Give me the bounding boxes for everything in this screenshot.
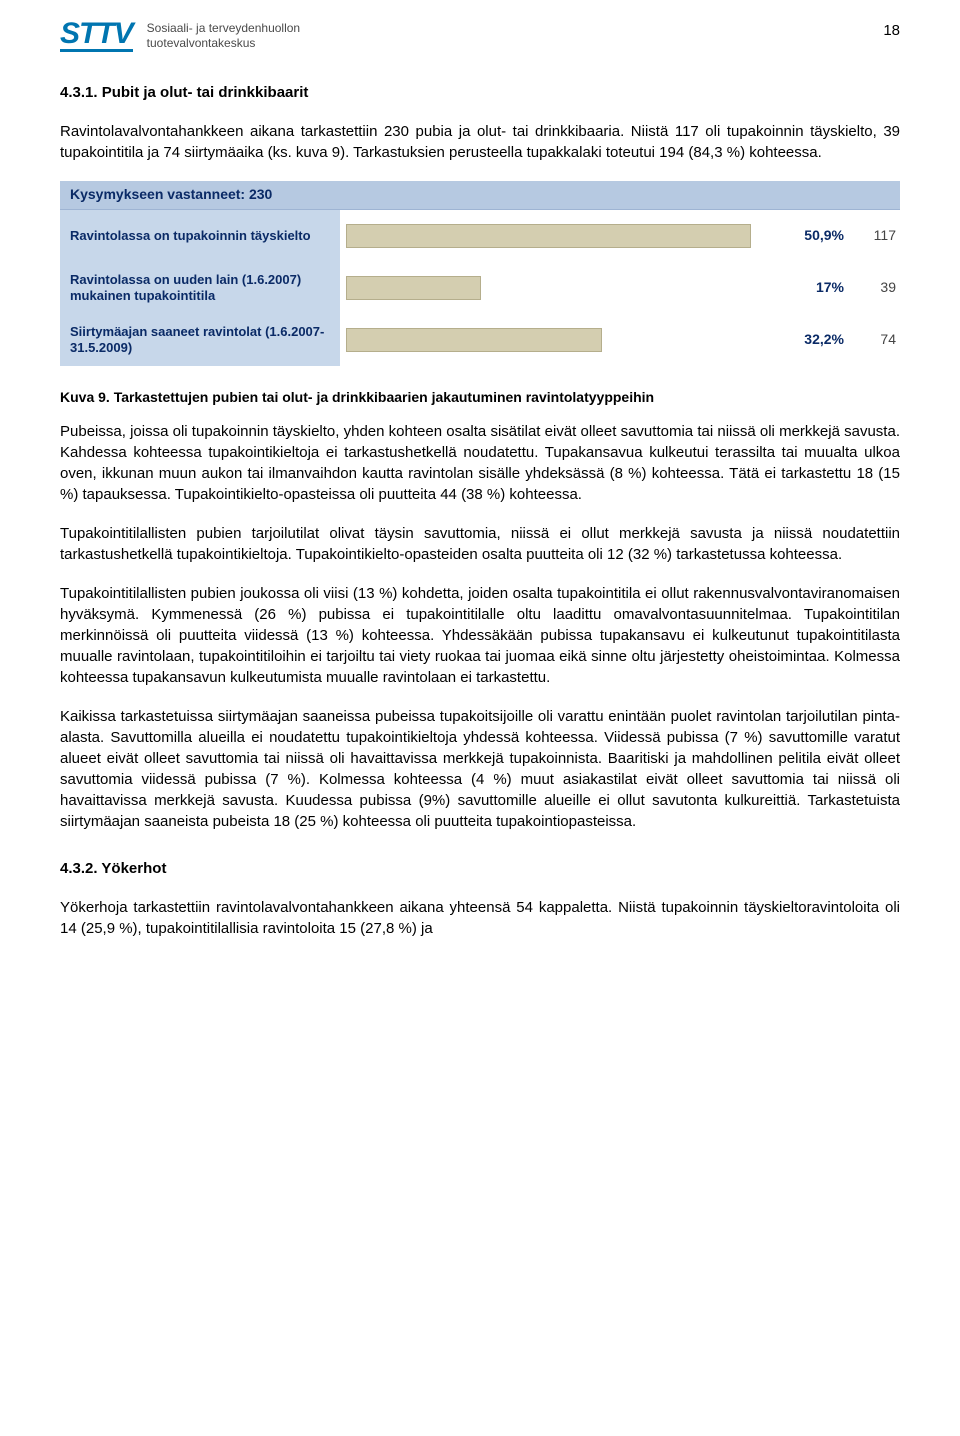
chart-labels-col: Ravintolassa on tupakoinnin täyskielto R… [60, 210, 340, 366]
page-header: STTV Sosiaali- ja terveydenhuollon tuote… [60, 20, 900, 52]
bar-fill [346, 276, 481, 300]
chart-bar-row: 32,2% 74 [340, 314, 900, 366]
page-container: STTV Sosiaali- ja terveydenhuollon tuote… [0, 0, 960, 997]
chart-bar-row: 50,9% 117 [340, 210, 900, 262]
chart-row-label: Ravintolassa on tupakoinnin täyskielto [60, 210, 340, 262]
chart-row-label: Siirtymäajan saaneet ravintolat (1.6.200… [60, 314, 340, 366]
paragraph-3: Tupakointitilallisten pubien tarjoilutil… [60, 523, 900, 565]
paragraph-4: Tupakointitilallisten pubien joukossa ol… [60, 583, 900, 688]
figure-caption: Kuva 9. Tarkastettujen pubien tai olut- … [60, 388, 900, 408]
chart-row-label: Ravintolassa on uuden lain (1.6.2007) mu… [60, 262, 340, 314]
bar-fill [346, 224, 751, 248]
bar-track [346, 276, 784, 300]
logo-text: STTV [60, 20, 133, 47]
section-heading-1: 4.3.1. Pubit ja olut- tai drinkkibaarit [60, 82, 900, 103]
logo-block: STTV Sosiaali- ja terveydenhuollon tuote… [60, 20, 300, 52]
subtitle-line2: tuotevalvontakeskus [147, 36, 300, 51]
bar-pct-label: 32,2% [790, 330, 850, 350]
chart-bar-row: 17% 39 [340, 262, 900, 314]
section-heading-2: 4.3.2. Yökerhot [60, 858, 900, 879]
chart-answered-header: Kysymykseen vastanneet: 230 [60, 181, 900, 210]
logo-underline [60, 49, 133, 52]
bar-chart: Kysymykseen vastanneet: 230 Ravintolassa… [60, 181, 900, 366]
page-number: 18 [883, 20, 900, 41]
bar-count-label: 39 [850, 278, 900, 298]
bar-pct-label: 50,9% [790, 226, 850, 246]
bar-pct-label: 17% [790, 278, 850, 298]
logo-mark: STTV [60, 20, 133, 52]
bar-track [346, 224, 784, 248]
logo-subtitle: Sosiaali- ja terveydenhuollon tuotevalvo… [147, 21, 300, 51]
bar-fill [346, 328, 602, 352]
paragraph-6: Yökerhoja tarkastettiin ravintolavalvont… [60, 897, 900, 939]
paragraph-1: Ravintolavalvontahankkeen aikana tarkast… [60, 121, 900, 163]
bar-count-label: 117 [850, 226, 900, 246]
paragraph-2: Pubeissa, joissa oli tupakoinnin täyskie… [60, 421, 900, 505]
bar-count-label: 74 [850, 330, 900, 350]
bar-track [346, 328, 784, 352]
chart-bars-col: 50,9% 117 17% 39 32,2% 74 [340, 210, 900, 366]
subtitle-line1: Sosiaali- ja terveydenhuollon [147, 21, 300, 36]
paragraph-5: Kaikissa tarkastetuissa siirtymäajan saa… [60, 706, 900, 832]
chart-rows-wrap: Ravintolassa on tupakoinnin täyskielto R… [60, 210, 900, 366]
